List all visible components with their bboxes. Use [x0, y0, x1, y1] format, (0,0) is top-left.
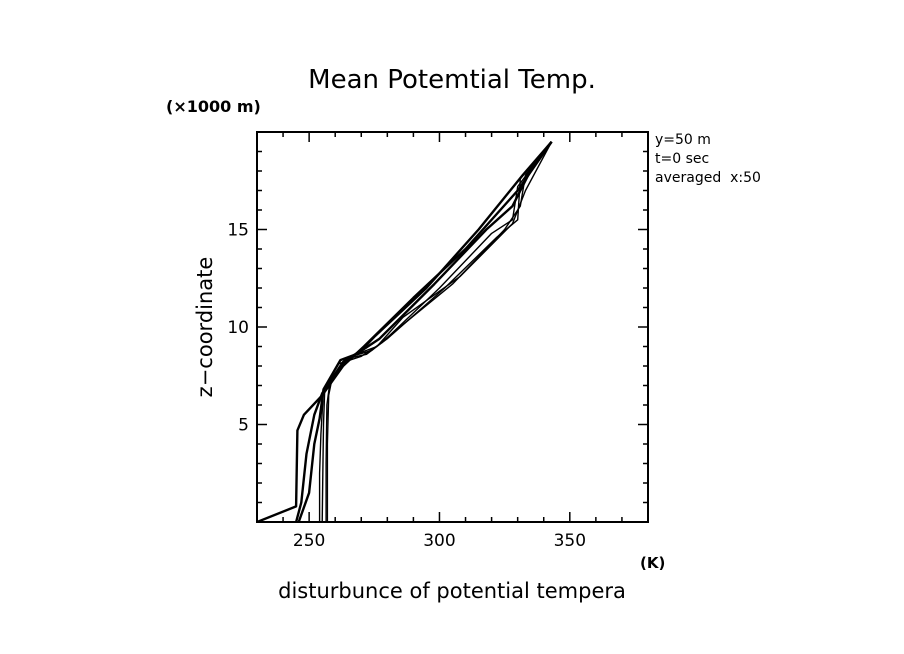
- y-tick-label: 15: [227, 221, 249, 241]
- series-line-6: [325, 141, 553, 522]
- chart-title: Mean Potemtial Temp.: [308, 65, 596, 95]
- annotation-y: y=50 m: [655, 132, 711, 148]
- x-units-label: (K): [640, 554, 665, 572]
- series-line-1: [257, 141, 553, 522]
- x-tick-label: 250: [293, 531, 325, 551]
- series-line-2: [294, 141, 553, 522]
- series-line-7: [326, 141, 553, 522]
- tick-layer: 250 300 350 5 10 15: [227, 132, 648, 551]
- x-tick-label: 350: [554, 531, 586, 551]
- x-axis-label: disturbunce of potential tempera: [278, 579, 626, 603]
- y-units-label: (×1000 m): [166, 97, 261, 116]
- x-tick-label: 300: [423, 531, 455, 551]
- y-axis-label: z−coordinate: [193, 257, 217, 398]
- y-tick-label: 10: [227, 318, 249, 338]
- annotation-t: t=0 sec: [655, 151, 709, 167]
- series-line-3: [297, 141, 553, 522]
- series-layer: [257, 141, 553, 522]
- y-tick-label: 5: [238, 416, 249, 436]
- annotation-averaged: averaged x:50: [655, 170, 761, 186]
- plot-frame: [256, 131, 649, 523]
- series-line-4: [318, 141, 553, 522]
